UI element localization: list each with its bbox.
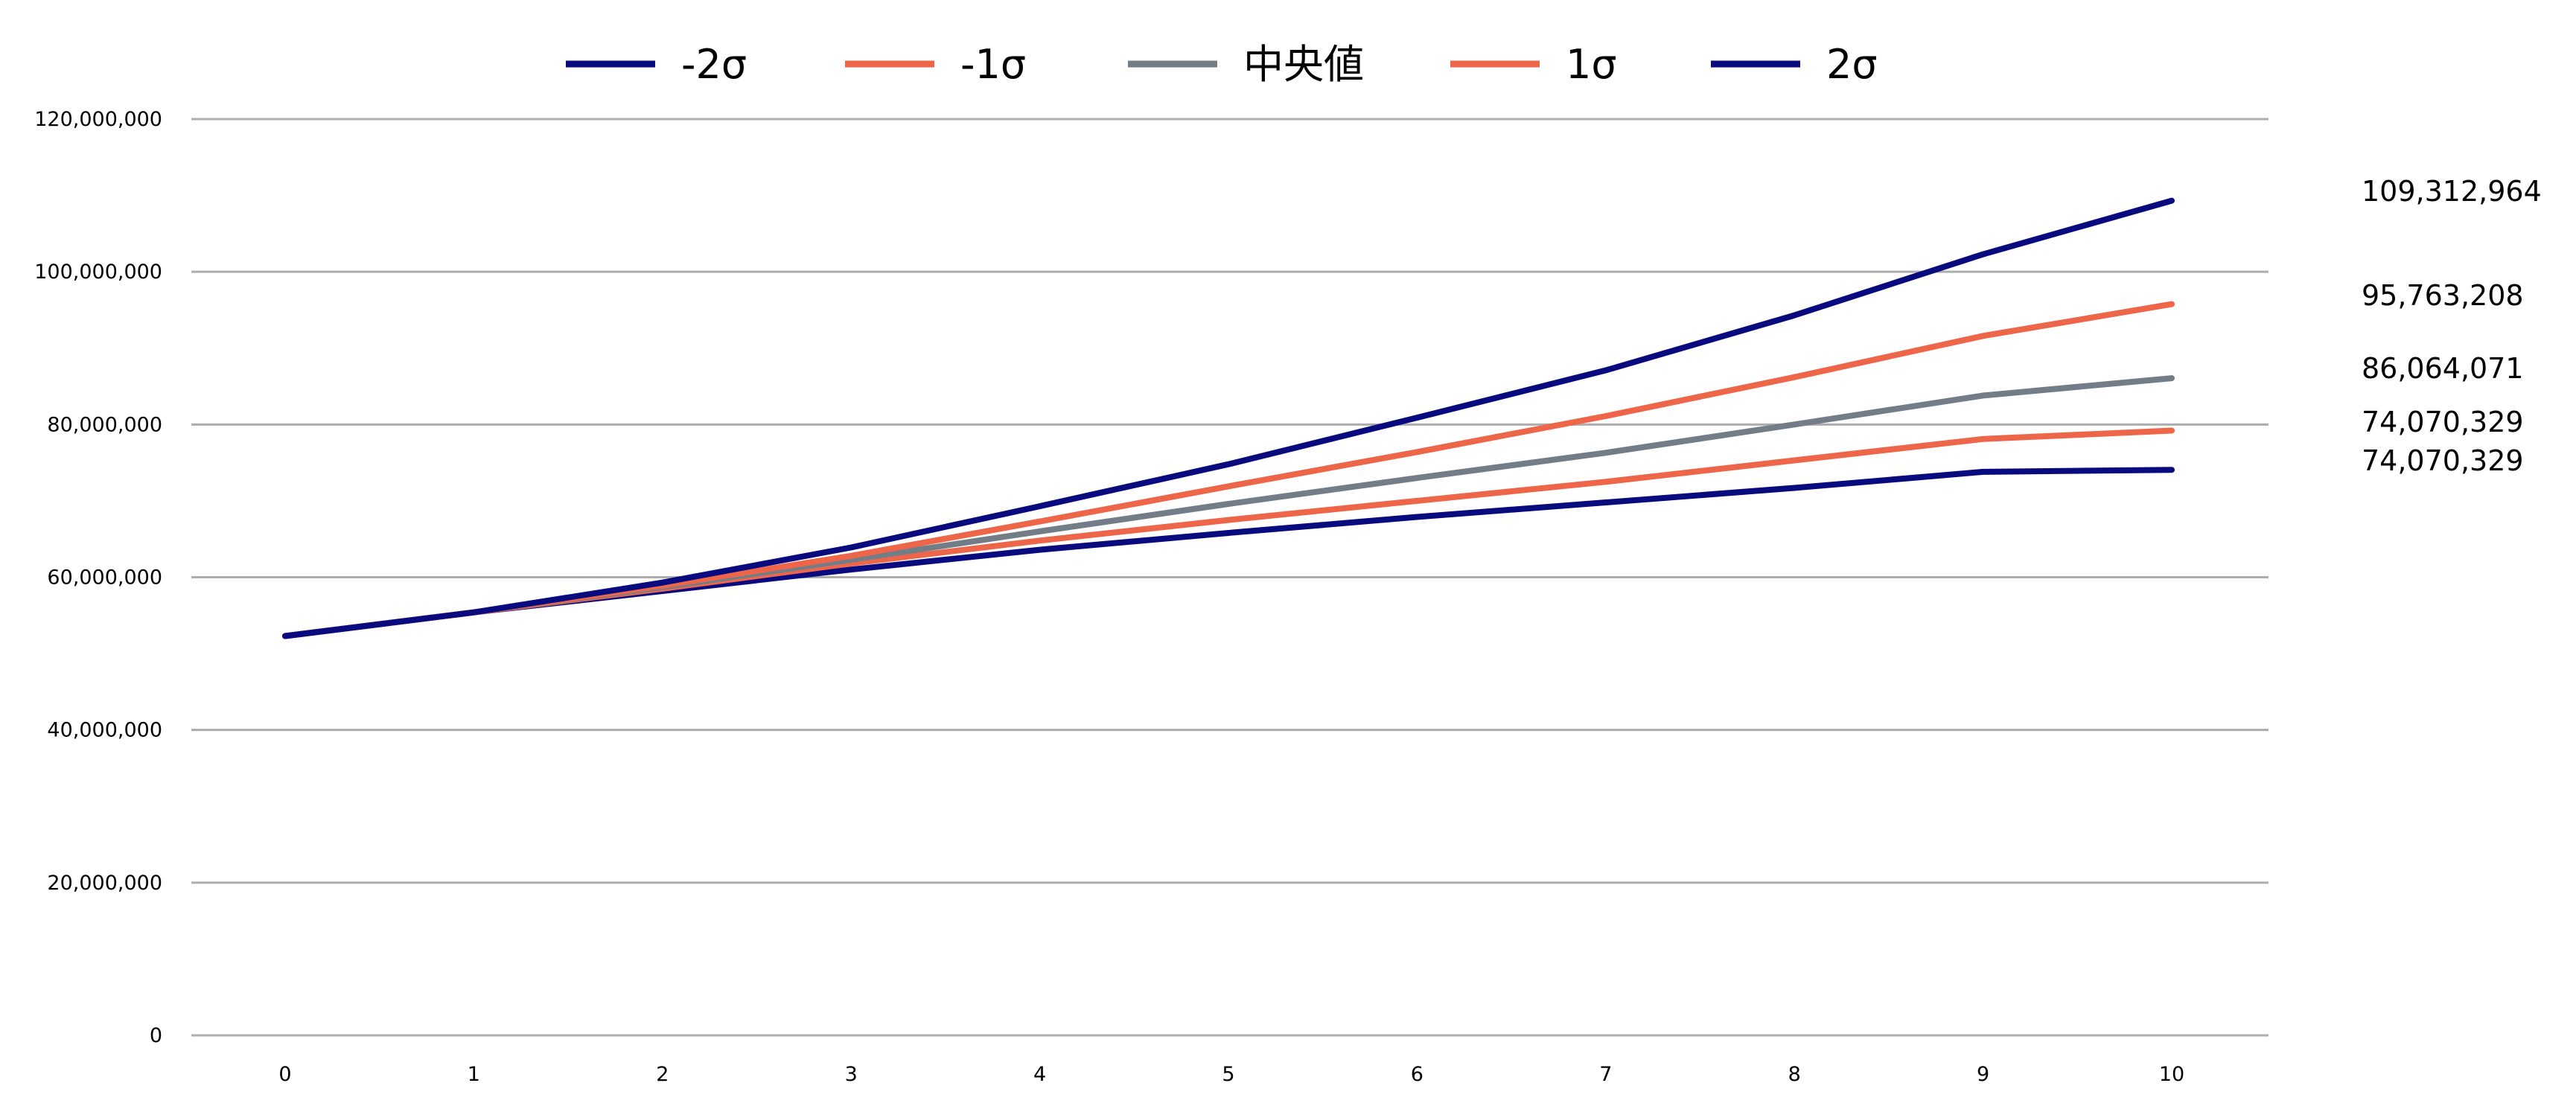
y-axis-ticks: 0 20,000,000 40,000,000 60,000,000 80,000,00… bbox=[34, 108, 162, 1047]
x-tick-label: 6 bbox=[1411, 1063, 1424, 1086]
series-line-0 bbox=[282, 467, 2175, 639]
x-axis-ticks: 0 1 2 3 4 5 6 7 8 9 10 bbox=[278, 1063, 2184, 1086]
y-tick-label: 20,000,000 bbox=[47, 872, 162, 895]
y-tick-label: 120,000,000 bbox=[34, 108, 162, 131]
x-tick-label: 4 bbox=[1033, 1063, 1046, 1086]
y-tick-label: 100,000,000 bbox=[34, 261, 162, 284]
x-tick-label: 5 bbox=[1222, 1063, 1234, 1086]
series-line-4 bbox=[282, 197, 2175, 639]
legend: -2σ -1σ 中央値 1σ 2σ bbox=[566, 41, 1878, 88]
end-value-label: 74,070,329 bbox=[2362, 444, 2524, 477]
gridlines bbox=[191, 118, 2269, 1037]
x-tick-label: 0 bbox=[278, 1063, 291, 1086]
x-tick-label: 8 bbox=[1788, 1063, 1801, 1086]
x-tick-label: 3 bbox=[845, 1063, 858, 1086]
end-value-label: 74,070,329 bbox=[2362, 406, 2524, 438]
x-tick-label: 9 bbox=[1977, 1063, 1989, 1086]
end-value-label: 95,763,208 bbox=[2362, 279, 2524, 312]
y-tick-label: 40,000,000 bbox=[47, 719, 162, 742]
series-lines bbox=[282, 197, 2175, 639]
end-value-labels: 109,312,964 95,763,208 86,064,071 74,070,32… bbox=[2362, 175, 2542, 477]
x-tick-label: 1 bbox=[468, 1063, 480, 1086]
end-value-label: 109,312,964 bbox=[2362, 175, 2542, 208]
legend-label: 中央値 bbox=[1243, 41, 1364, 88]
y-tick-label: 80,000,000 bbox=[47, 413, 162, 436]
legend-label: 2σ bbox=[1826, 41, 1878, 88]
y-tick-label: 60,000,000 bbox=[47, 566, 162, 590]
end-value-label: 86,064,071 bbox=[2362, 352, 2524, 385]
legend-label: -2σ bbox=[681, 41, 747, 88]
y-tick-label: 0 bbox=[150, 1024, 162, 1047]
x-tick-label: 10 bbox=[2159, 1063, 2184, 1086]
x-tick-label: 2 bbox=[656, 1063, 669, 1086]
series-line-3 bbox=[282, 301, 2175, 639]
x-tick-label: 7 bbox=[1599, 1063, 1612, 1086]
legend-label: 1σ bbox=[1566, 41, 1617, 88]
legend-label: -1σ bbox=[960, 41, 1026, 88]
